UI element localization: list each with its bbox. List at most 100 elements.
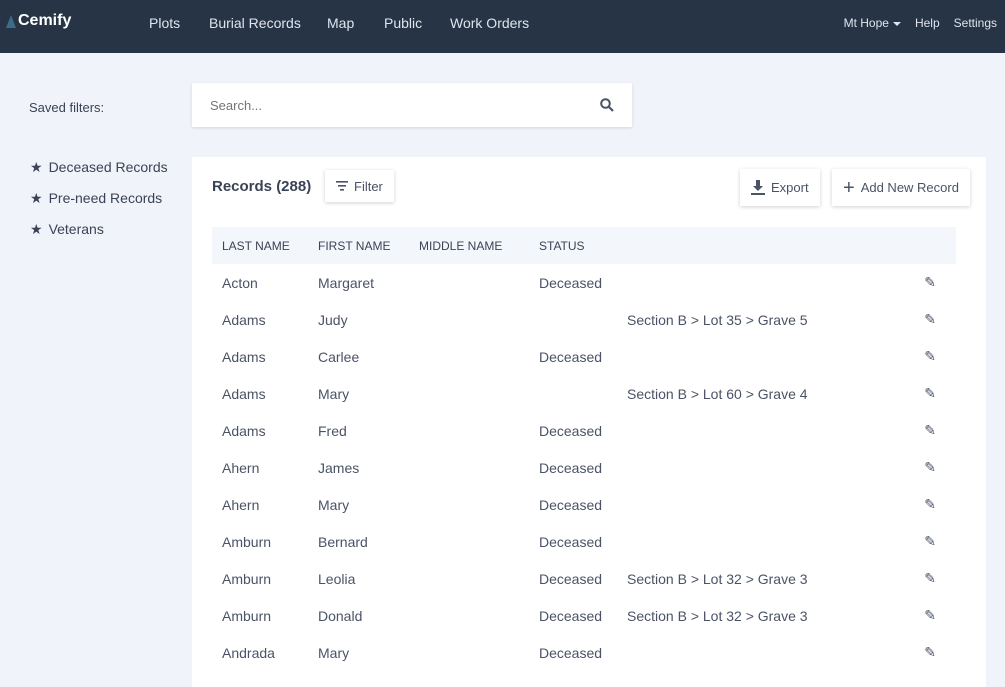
cell-middle-name (409, 449, 529, 486)
plus-icon: + (843, 176, 855, 199)
nav-burial-records[interactable]: Burial Records (209, 15, 301, 31)
records-table: LAST NAME FIRST NAME MIDDLE NAME STATUS … (212, 227, 956, 671)
cell-location: Section B > Lot 35 > Grave 5 (627, 311, 808, 328)
edit-pencil-icon[interactable]: ✎ (924, 644, 936, 660)
cell-middle-name (409, 634, 529, 671)
cell-middle-name (409, 412, 529, 449)
cell-middle-name (409, 523, 529, 560)
cell-first-name: James (318, 459, 360, 476)
saved-filter-deceased[interactable]: ★ Deceased Records (30, 159, 168, 190)
edit-pencil-icon[interactable]: ✎ (924, 348, 936, 364)
table-row[interactable]: Amburn Leolia Deceased Section B > Lot 32 >… (212, 560, 956, 597)
top-nav: Cemify Plots Burial Records Map Public W… (0, 0, 1005, 53)
edit-pencil-icon[interactable]: ✎ (924, 274, 936, 290)
edit-pencil-icon[interactable]: ✎ (924, 311, 936, 327)
cell-status (529, 301, 617, 338)
edit-pencil-icon[interactable]: ✎ (924, 385, 936, 401)
brand-name: Cemify (18, 12, 72, 29)
edit-pencil-icon[interactable]: ✎ (924, 570, 936, 586)
nav-public[interactable]: Public (384, 15, 423, 31)
cell-last-name: Ahern (222, 496, 260, 513)
col-status[interactable]: STATUS (529, 227, 617, 264)
cell-status: Deceased (539, 274, 603, 291)
col-location (617, 227, 915, 264)
table-row[interactable]: Ahern James Deceased ✎ (212, 449, 956, 486)
filter-label: Veterans (48, 221, 104, 237)
edit-pencil-icon[interactable]: ✎ (924, 607, 936, 623)
cell-last-name: Amburn (222, 570, 272, 587)
table-row[interactable]: Adams Judy Section B > Lot 35 > Grave 5 ✎ (212, 301, 956, 338)
download-icon (751, 180, 765, 195)
cell-location (617, 412, 914, 449)
edit-pencil-icon[interactable]: ✎ (924, 459, 936, 475)
col-actions (914, 227, 956, 264)
saved-filters-list: ★ Deceased Records ★ Pre-need Records ★ Vet… (30, 159, 168, 252)
cell-status: Deceased (539, 459, 603, 476)
cell-first-name: Fred (318, 422, 347, 439)
table-row[interactable]: Acton Margaret Deceased ✎ (212, 264, 956, 301)
cell-middle-name (409, 560, 529, 597)
logo[interactable]: Cemify (6, 12, 71, 30)
cell-location (617, 264, 914, 301)
cell-last-name: Acton (222, 274, 258, 291)
col-middle-name[interactable]: MIDDLE NAME (409, 227, 529, 264)
edit-pencil-icon[interactable]: ✎ (924, 496, 936, 512)
filter-label: Filter (354, 178, 383, 194)
col-last-name[interactable]: LAST NAME (212, 227, 308, 264)
cell-status: Deceased (539, 496, 603, 513)
cell-middle-name (409, 338, 529, 375)
cell-location: Section B > Lot 32 > Grave 3 (627, 607, 808, 624)
table-row[interactable]: Adams Fred Deceased ✎ (212, 412, 956, 449)
table-row[interactable]: Amburn Bernard Deceased ✎ (212, 523, 956, 560)
cell-location (617, 449, 914, 486)
saved-filter-pre-need[interactable]: ★ Pre-need Records (30, 190, 168, 221)
cell-last-name: Adams (222, 385, 266, 402)
export-button[interactable]: Export (740, 169, 820, 206)
records-card: Records (288) Filter Export + Add New Re… (192, 157, 986, 687)
cell-first-name: Mary (318, 496, 350, 513)
nav-map[interactable]: Map (327, 15, 355, 31)
col-first-name[interactable]: FIRST NAME (308, 227, 409, 264)
help-link[interactable]: Help (914, 16, 940, 30)
cell-status: Deceased (539, 422, 603, 439)
cell-middle-name (409, 301, 529, 338)
search-box (192, 83, 632, 127)
cell-last-name: Adams (222, 311, 266, 328)
star-icon: ★ (30, 159, 43, 175)
cell-last-name: Amburn (222, 607, 272, 624)
cemetery-label: Mt Hope (843, 16, 889, 30)
cell-middle-name (409, 597, 529, 634)
cell-last-name: Ahern (222, 459, 260, 476)
cell-status: Deceased (539, 533, 603, 550)
add-new-record-button[interactable]: + Add New Record (832, 169, 970, 206)
cemetery-dropdown[interactable]: Mt Hope (844, 16, 901, 30)
filter-label: Deceased Records (48, 159, 168, 175)
cell-status (529, 375, 617, 412)
edit-pencil-icon[interactable]: ✎ (924, 422, 936, 438)
nav-work-orders[interactable]: Work Orders (450, 15, 530, 31)
search-input[interactable] (210, 97, 590, 113)
settings-link[interactable]: Settings (953, 16, 997, 30)
table-row[interactable]: Amburn Donald Deceased Section B > Lot 32 >… (212, 597, 956, 634)
cell-location: Section B > Lot 60 > Grave 4 (627, 385, 808, 402)
search-icon[interactable] (600, 98, 614, 112)
filter-button[interactable]: Filter (325, 170, 394, 202)
cell-last-name: Adams (222, 422, 266, 439)
cell-first-name: Leolia (318, 570, 356, 587)
cell-first-name: Mary (318, 644, 350, 661)
table-row[interactable]: Adams Mary Section B > Lot 60 > Grave 4 ✎ (212, 375, 956, 412)
export-label: Export (771, 180, 809, 195)
cell-first-name: Carlee (318, 348, 360, 365)
saved-filter-veterans[interactable]: ★ Veterans (30, 221, 168, 252)
cell-first-name: Margaret (318, 274, 375, 291)
edit-pencil-icon[interactable]: ✎ (924, 533, 936, 549)
cell-location (617, 634, 914, 671)
nav-plots[interactable]: Plots (149, 15, 181, 31)
add-label: Add New Record (860, 180, 959, 195)
cell-middle-name (409, 375, 529, 412)
cell-middle-name (409, 486, 529, 523)
cell-status: Deceased (539, 607, 603, 624)
table-row[interactable]: Ahern Mary Deceased ✎ (212, 486, 956, 523)
table-row[interactable]: Andrada Mary Deceased ✎ (212, 634, 956, 671)
table-row[interactable]: Adams Carlee Deceased ✎ (212, 338, 956, 375)
